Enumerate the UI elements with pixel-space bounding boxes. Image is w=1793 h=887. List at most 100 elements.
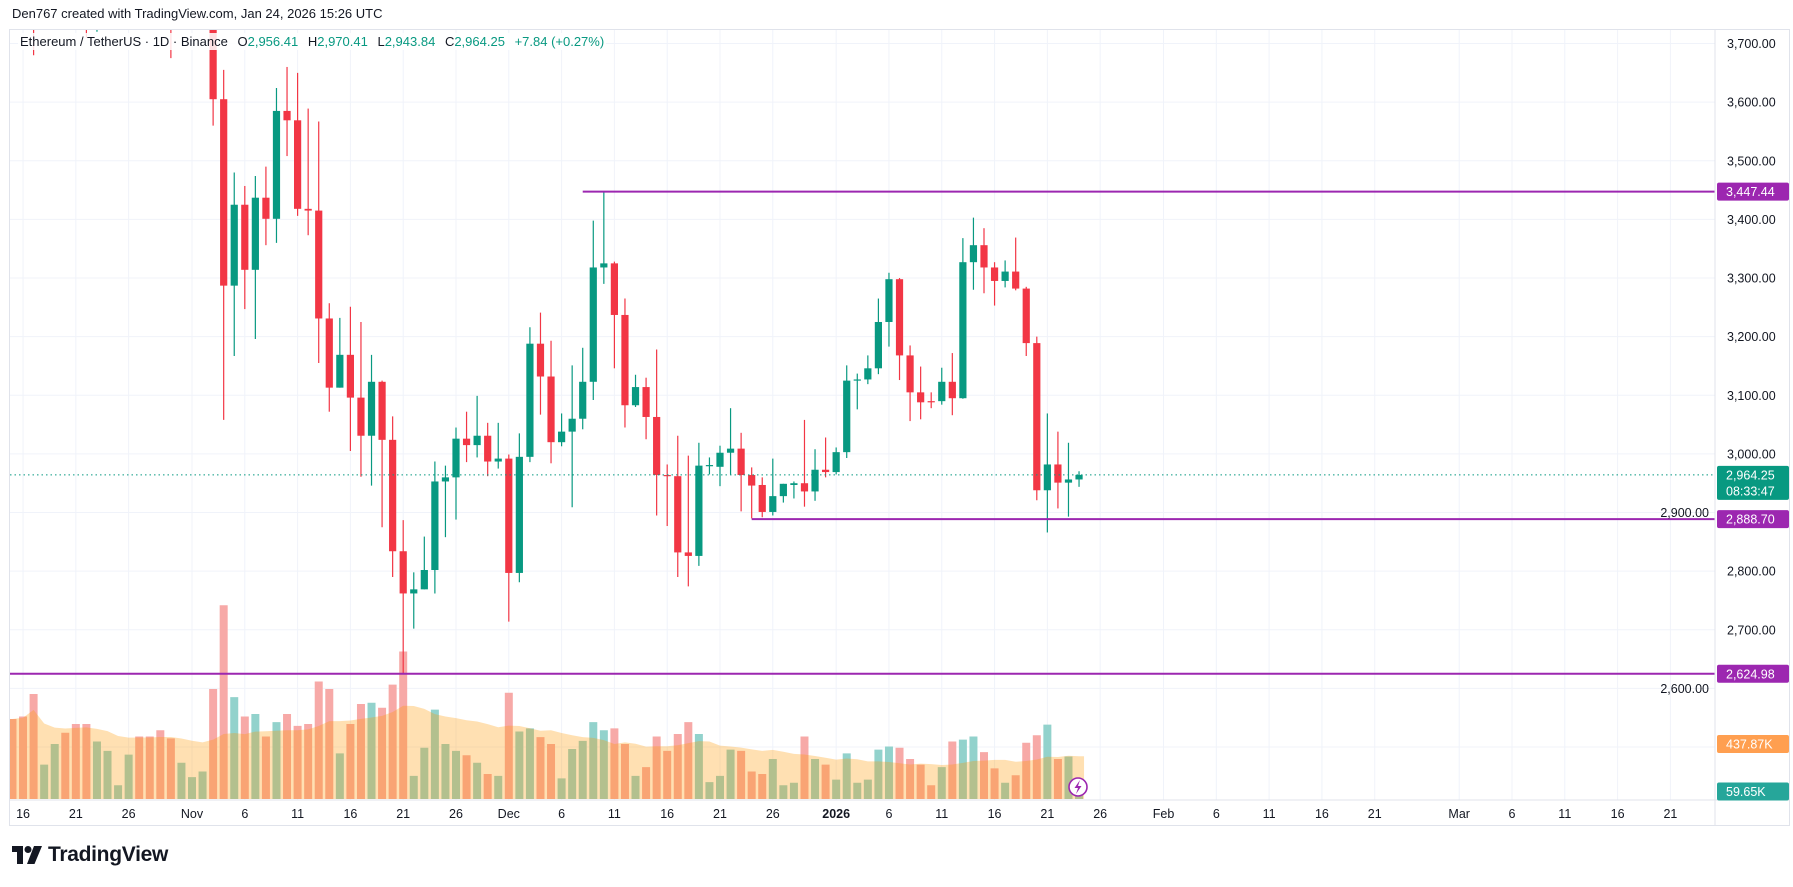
volume-bar — [356, 704, 365, 799]
volume-bar — [726, 749, 735, 799]
volume-bar — [177, 762, 186, 799]
volume-bar — [504, 692, 513, 799]
volume-bar — [19, 716, 28, 799]
candle — [526, 327, 534, 463]
candle — [938, 367, 946, 405]
candle — [346, 306, 354, 451]
volume-bar — [884, 746, 893, 799]
last-price-label-text: 08:33:47 — [1726, 484, 1775, 498]
candle-body — [779, 483, 787, 497]
volume-bar — [547, 744, 556, 799]
candle-body — [917, 392, 925, 403]
candle-body — [441, 477, 450, 482]
price-tick-label: 3,500.00 — [1727, 154, 1776, 168]
candle-body — [484, 435, 492, 462]
candle — [272, 88, 281, 243]
volume-bar — [652, 736, 661, 799]
tradingview-logo[interactable]: TradingView — [12, 843, 168, 867]
chart-credit: Den767 created with TradingView.com, Jan… — [12, 6, 383, 21]
candle-body — [346, 354, 354, 398]
volume-bar — [378, 707, 387, 799]
candle-body — [631, 387, 640, 406]
candle-body — [938, 381, 946, 402]
candle-body — [272, 110, 281, 219]
candle-body — [959, 262, 967, 399]
volume-bar — [230, 697, 239, 799]
candle — [420, 536, 428, 590]
volume-bar — [832, 779, 841, 799]
volume-bar — [1022, 742, 1031, 799]
horizontal-levels[interactable] — [10, 190, 1715, 675]
time-tick-label: 21 — [1663, 807, 1677, 821]
level-price-label: 3,447.44 — [1717, 182, 1789, 201]
tradingview-logo-icon — [12, 846, 42, 864]
volume-bar — [948, 741, 957, 799]
candle-body — [948, 381, 956, 399]
candle-body — [389, 439, 397, 552]
candle-body — [536, 343, 545, 377]
price-tick-label: 3,400.00 — [1727, 213, 1776, 227]
volume-bar — [927, 785, 936, 799]
last-price-label-bg — [1717, 465, 1789, 500]
volume-bar — [1064, 756, 1073, 799]
time-tick-label: 6 — [885, 807, 892, 821]
candle-body — [726, 448, 735, 453]
volume-bar — [1001, 782, 1010, 799]
candle — [304, 108, 312, 236]
candle — [631, 374, 640, 408]
candle-body — [241, 204, 249, 270]
time-tick-label: 26 — [766, 807, 780, 821]
candle — [695, 442, 703, 566]
price-tick-label: 3,300.00 — [1727, 272, 1776, 286]
price-tick-label: 2,600.00 — [1660, 682, 1709, 696]
candle-body — [515, 456, 523, 573]
change-value: +7.84 (+0.27%) — [514, 34, 605, 49]
tradingview-logo-text: TradingView — [48, 843, 169, 866]
candle-body — [1043, 464, 1051, 491]
candle — [748, 467, 756, 519]
volume-bar — [251, 714, 260, 799]
candle-body — [579, 381, 587, 419]
candle-body — [927, 401, 935, 403]
time-axis[interactable]: 16 21 26 Nov 6 11 16 21 26 Dec 6 11 16 21 26 2026 6 11 16 2… — [10, 30, 1790, 826]
candle — [990, 262, 999, 306]
volume-bar — [283, 714, 292, 799]
candle — [431, 461, 439, 594]
volume-bar — [779, 785, 788, 799]
candle-body — [367, 381, 376, 436]
candle — [589, 220, 597, 400]
time-tick-label: 11 — [291, 807, 304, 821]
volume-bars — [10, 605, 1084, 799]
volume-bar — [980, 752, 988, 799]
candle — [853, 373, 861, 410]
candle-body — [748, 475, 756, 486]
lightning-icon[interactable] — [1068, 777, 1088, 797]
candle — [494, 422, 502, 469]
candle — [758, 477, 766, 518]
candle — [610, 261, 618, 369]
candle-body — [832, 452, 840, 473]
volume-bar — [441, 744, 450, 799]
candle — [779, 483, 787, 503]
candle-body — [853, 379, 861, 381]
volume-bar — [916, 764, 925, 799]
volume-bar — [958, 739, 967, 799]
symbol-title[interactable]: Ethereum / TetherUS · 1D · Binance — [20, 34, 228, 49]
volume-bar — [483, 774, 492, 799]
candle-body — [251, 197, 259, 270]
time-tick-label: 11 — [1558, 807, 1571, 821]
volume-bar — [610, 728, 619, 799]
time-tick-label: Mar — [1448, 807, 1470, 821]
candle-body — [357, 397, 365, 436]
open-value: 2,956.41 — [247, 34, 299, 49]
candle-body — [653, 416, 661, 476]
volume-last-label-text: 59.65K — [1726, 785, 1766, 799]
volume-bar — [82, 724, 91, 799]
candles — [32, 30, 1083, 674]
volume-bar — [568, 749, 577, 799]
volume-bar — [209, 689, 218, 799]
candle — [389, 416, 397, 578]
volume-bar — [409, 775, 418, 799]
price-axis[interactable]: 2,600.00 2,700.00 2,800.00 2,900.00 3,000.00… — [1660, 37, 1775, 696]
